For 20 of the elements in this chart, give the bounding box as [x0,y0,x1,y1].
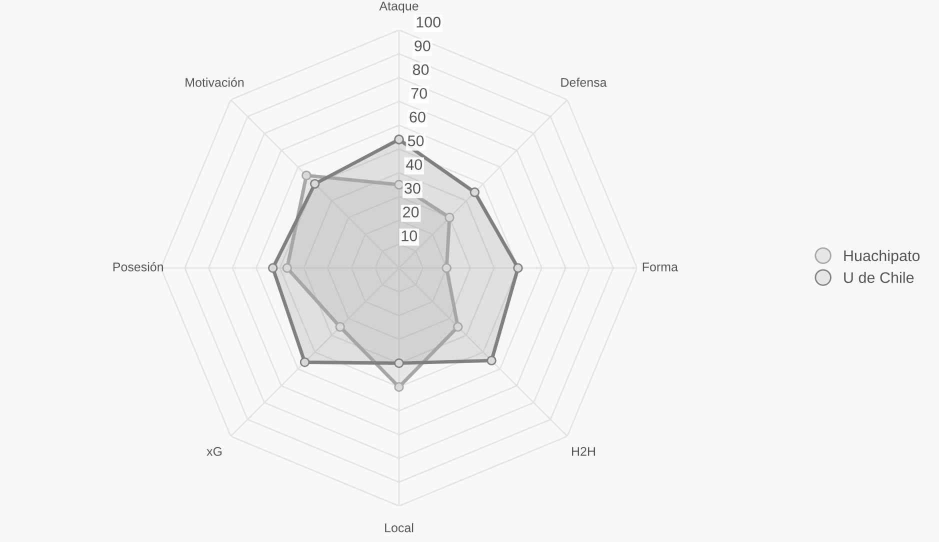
spoke-label: xG [206,447,222,456]
y-tick-label: 20 [403,206,419,218]
y-tick-label: 40 [406,159,422,170]
y-tick-label: 30 [404,182,420,194]
y-tick-label: 50 [408,135,424,146]
spoke-label: Motivación [186,78,244,87]
legend-label: Huachipato [844,250,920,264]
y-tick-label: 10 [402,230,418,242]
spoke-label: H2H [572,447,595,456]
y-tick-label: 60 [410,112,426,123]
y-tick-label: 80 [412,64,429,76]
y-tick-label: 100 [416,16,440,28]
y-tick-label: 90 [414,40,430,52]
spoke-label: Local [385,523,414,532]
y-tick-label: 70 [411,88,428,99]
spoke-label: Defensa [561,78,607,87]
spoke-label: Ataque [379,2,418,13]
spoke-label: Forma [642,262,678,272]
spoke-label: Posesión [113,262,163,272]
legend-label: U de Chile [844,272,914,284]
